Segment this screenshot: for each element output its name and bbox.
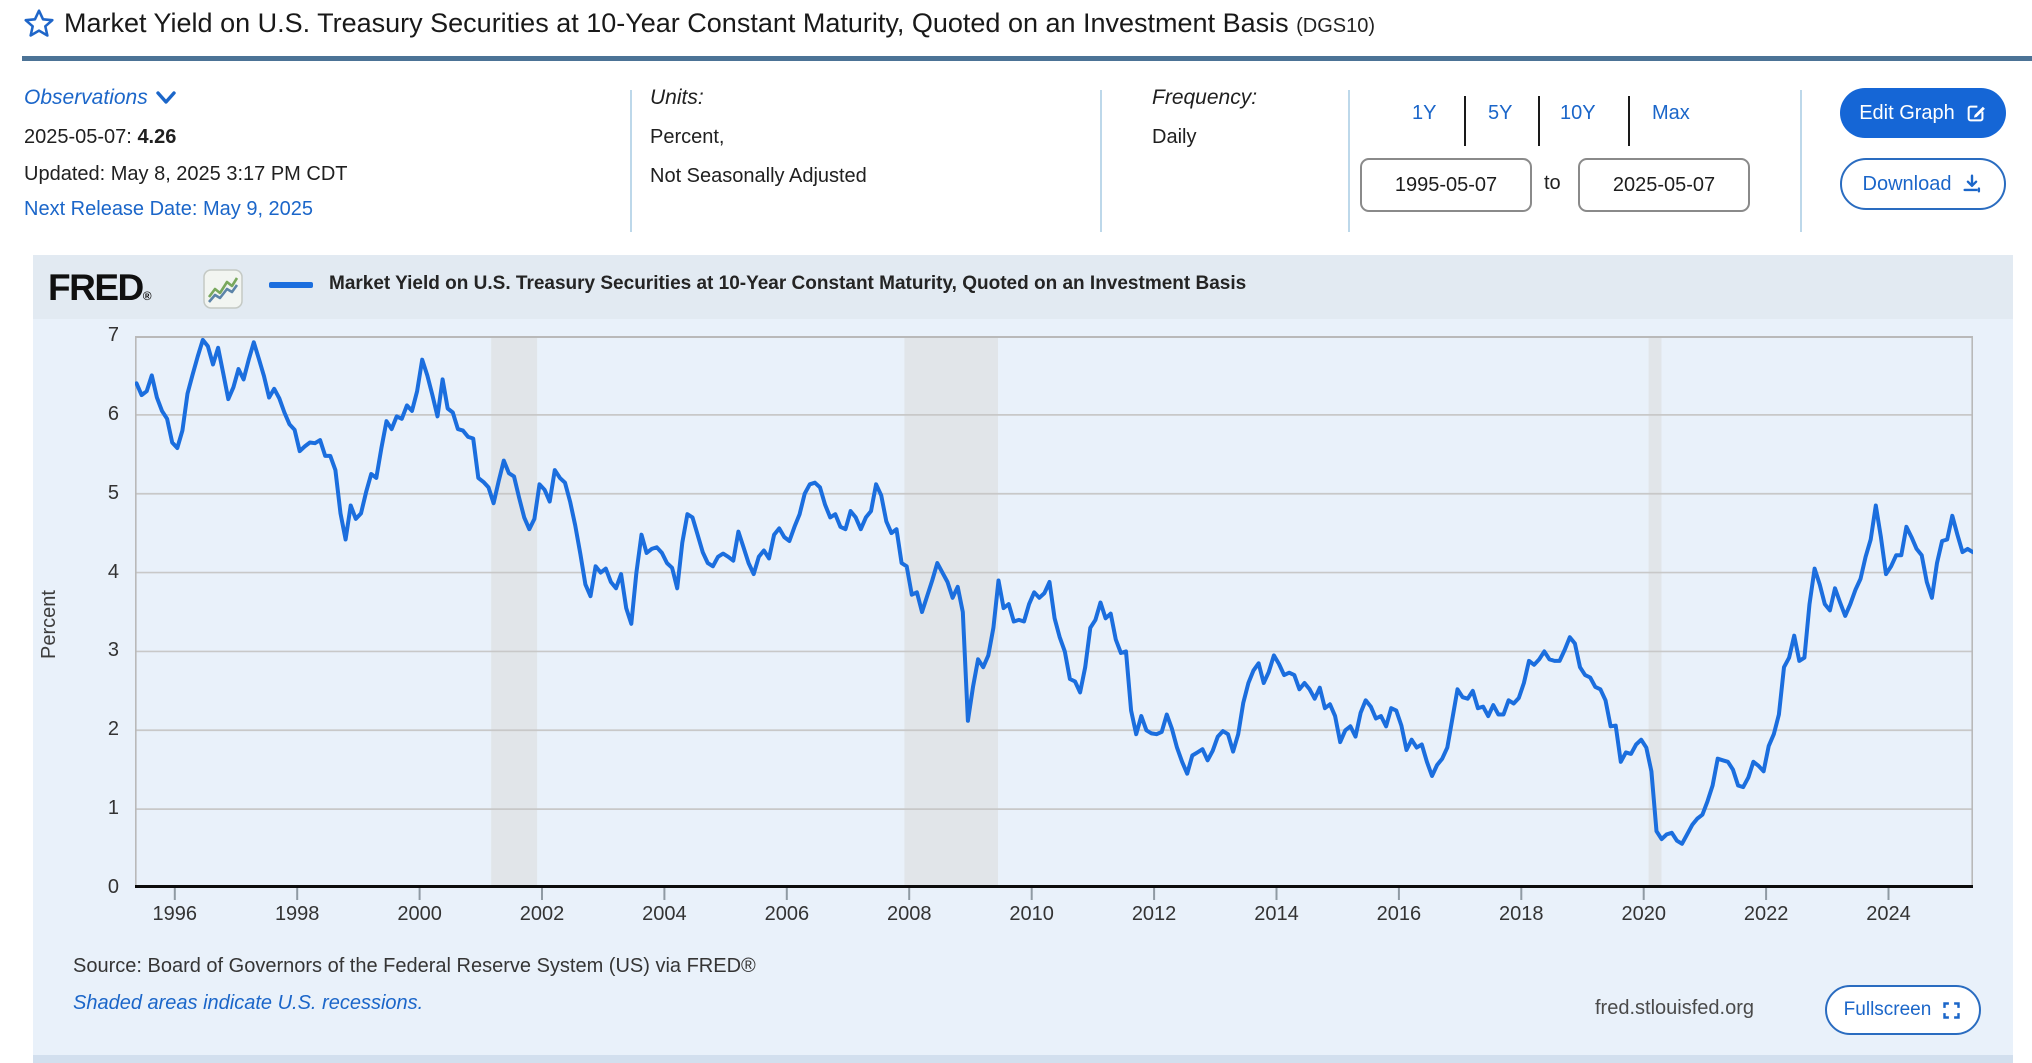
edit-icon	[1967, 105, 1985, 122]
fullscreen-icon	[1943, 1001, 1961, 1019]
y-axis-tick-label: 5	[107, 481, 119, 504]
y-axis-tick-label: 1	[107, 797, 119, 820]
y-axis-tick-label: 4	[107, 560, 119, 583]
download-label: Download	[1862, 172, 1952, 195]
meta-divider	[1100, 90, 1102, 232]
units-label: Units:	[650, 86, 704, 109]
y-axis-tick-label: 2	[107, 718, 119, 741]
latest-observation: 2025-05-07: 4.26	[24, 126, 176, 149]
next-release-link[interactable]: Next Release Date: May 9, 2025	[24, 198, 314, 220]
chart-panel: FRED® Market Yield on U.S. Treasury Secu…	[33, 255, 2013, 1063]
site-url: fred.stlouisfed.org	[1595, 997, 1754, 1019]
observations-dropdown[interactable]: Observations	[24, 86, 176, 110]
x-axis-tick-label: 2012	[1131, 903, 1177, 925]
latest-observation-date: 2025-05-07:	[24, 126, 132, 148]
x-axis-tick-label: 2008	[886, 903, 932, 925]
series-title-text: Market Yield on U.S. Treasury Securities…	[64, 8, 1289, 38]
observations-label: Observations	[24, 86, 148, 109]
y-axis-tick-label: 7	[107, 324, 119, 346]
fred-logo-chart-icon	[203, 269, 243, 309]
recession-note-link[interactable]: Shaded areas indicate U.S. recessions.	[73, 992, 424, 1014]
meta-divider	[630, 90, 632, 232]
x-axis-tick-label: 1998	[274, 903, 320, 925]
page-title: Market Yield on U.S. Treasury Securities…	[64, 8, 1375, 39]
x-axis-tick-label: 2000	[397, 903, 442, 925]
x-axis-tick-label: 2020	[1621, 903, 1666, 925]
y-axis-tick-label: 6	[107, 402, 119, 425]
x-axis-tick-label: 2014	[1254, 903, 1299, 925]
range-separator	[1628, 96, 1630, 146]
range-separator	[1538, 96, 1540, 146]
edit-graph-button[interactable]: Edit Graph	[1840, 88, 2006, 138]
start-date-input[interactable]	[1360, 158, 1532, 212]
frequency-value: Daily	[1152, 126, 1197, 148]
legend-series-swatch	[269, 282, 313, 288]
x-axis-tick-label: 2018	[1499, 903, 1544, 925]
favorite-star-icon[interactable]	[22, 7, 56, 41]
plot-area[interactable]	[135, 336, 1973, 902]
x-axis-tick-label: 2004	[642, 903, 687, 925]
chevron-down-icon	[156, 91, 176, 104]
updated-timestamp: Updated: May 8, 2025 3:17 PM CDT	[24, 163, 348, 185]
x-axis-tick-label: 2010	[1009, 903, 1054, 925]
units-value-line2: Not Seasonally Adjusted	[650, 165, 867, 187]
latest-observation-value: 4.26	[137, 126, 177, 148]
legend-series-label: Market Yield on U.S. Treasury Securities…	[329, 273, 1247, 294]
meta-divider	[1800, 90, 1802, 232]
date-range-to-label: to	[1544, 172, 1561, 194]
y-axis-tick-label: 0	[107, 876, 119, 898]
x-axis-tick-label: 2016	[1376, 903, 1422, 925]
y-axis-tick-label: 3	[107, 639, 119, 662]
frequency-label: Frequency:	[1152, 86, 1258, 109]
fred-logo: FRED®	[48, 267, 152, 308]
fullscreen-button[interactable]: Fullscreen	[1825, 985, 1981, 1035]
x-axis-tick-label: 2022	[1743, 903, 1789, 925]
chart-legend-bar	[33, 255, 2013, 319]
title-divider	[22, 56, 2032, 61]
panel-bottom-strip	[33, 1055, 2013, 1063]
range-button-1y[interactable]: 1Y	[1412, 102, 1437, 124]
range-button-max[interactable]: Max	[1652, 102, 1690, 124]
x-axis-tick-label: 2002	[519, 903, 565, 925]
range-button-5y[interactable]: 5Y	[1488, 102, 1513, 124]
x-axis-tick-label: 2024	[1866, 903, 1911, 925]
source-attribution: Source: Board of Governors of the Federa…	[73, 955, 756, 977]
meta-divider	[1348, 90, 1350, 232]
series-id: (DGS10)	[1296, 15, 1376, 37]
end-date-input[interactable]	[1578, 158, 1750, 212]
x-axis-tick-label: 2006	[764, 903, 810, 925]
download-button[interactable]: Download	[1840, 158, 2006, 210]
units-value-line1: Percent,	[650, 126, 725, 148]
fullscreen-label: Fullscreen	[1843, 999, 1932, 1020]
x-axis-tick-label: 1996	[152, 903, 198, 925]
range-button-10y[interactable]: 10Y	[1560, 102, 1596, 124]
edit-graph-label: Edit Graph	[1859, 101, 1955, 124]
range-separator	[1464, 96, 1466, 146]
download-icon	[1963, 174, 1981, 193]
